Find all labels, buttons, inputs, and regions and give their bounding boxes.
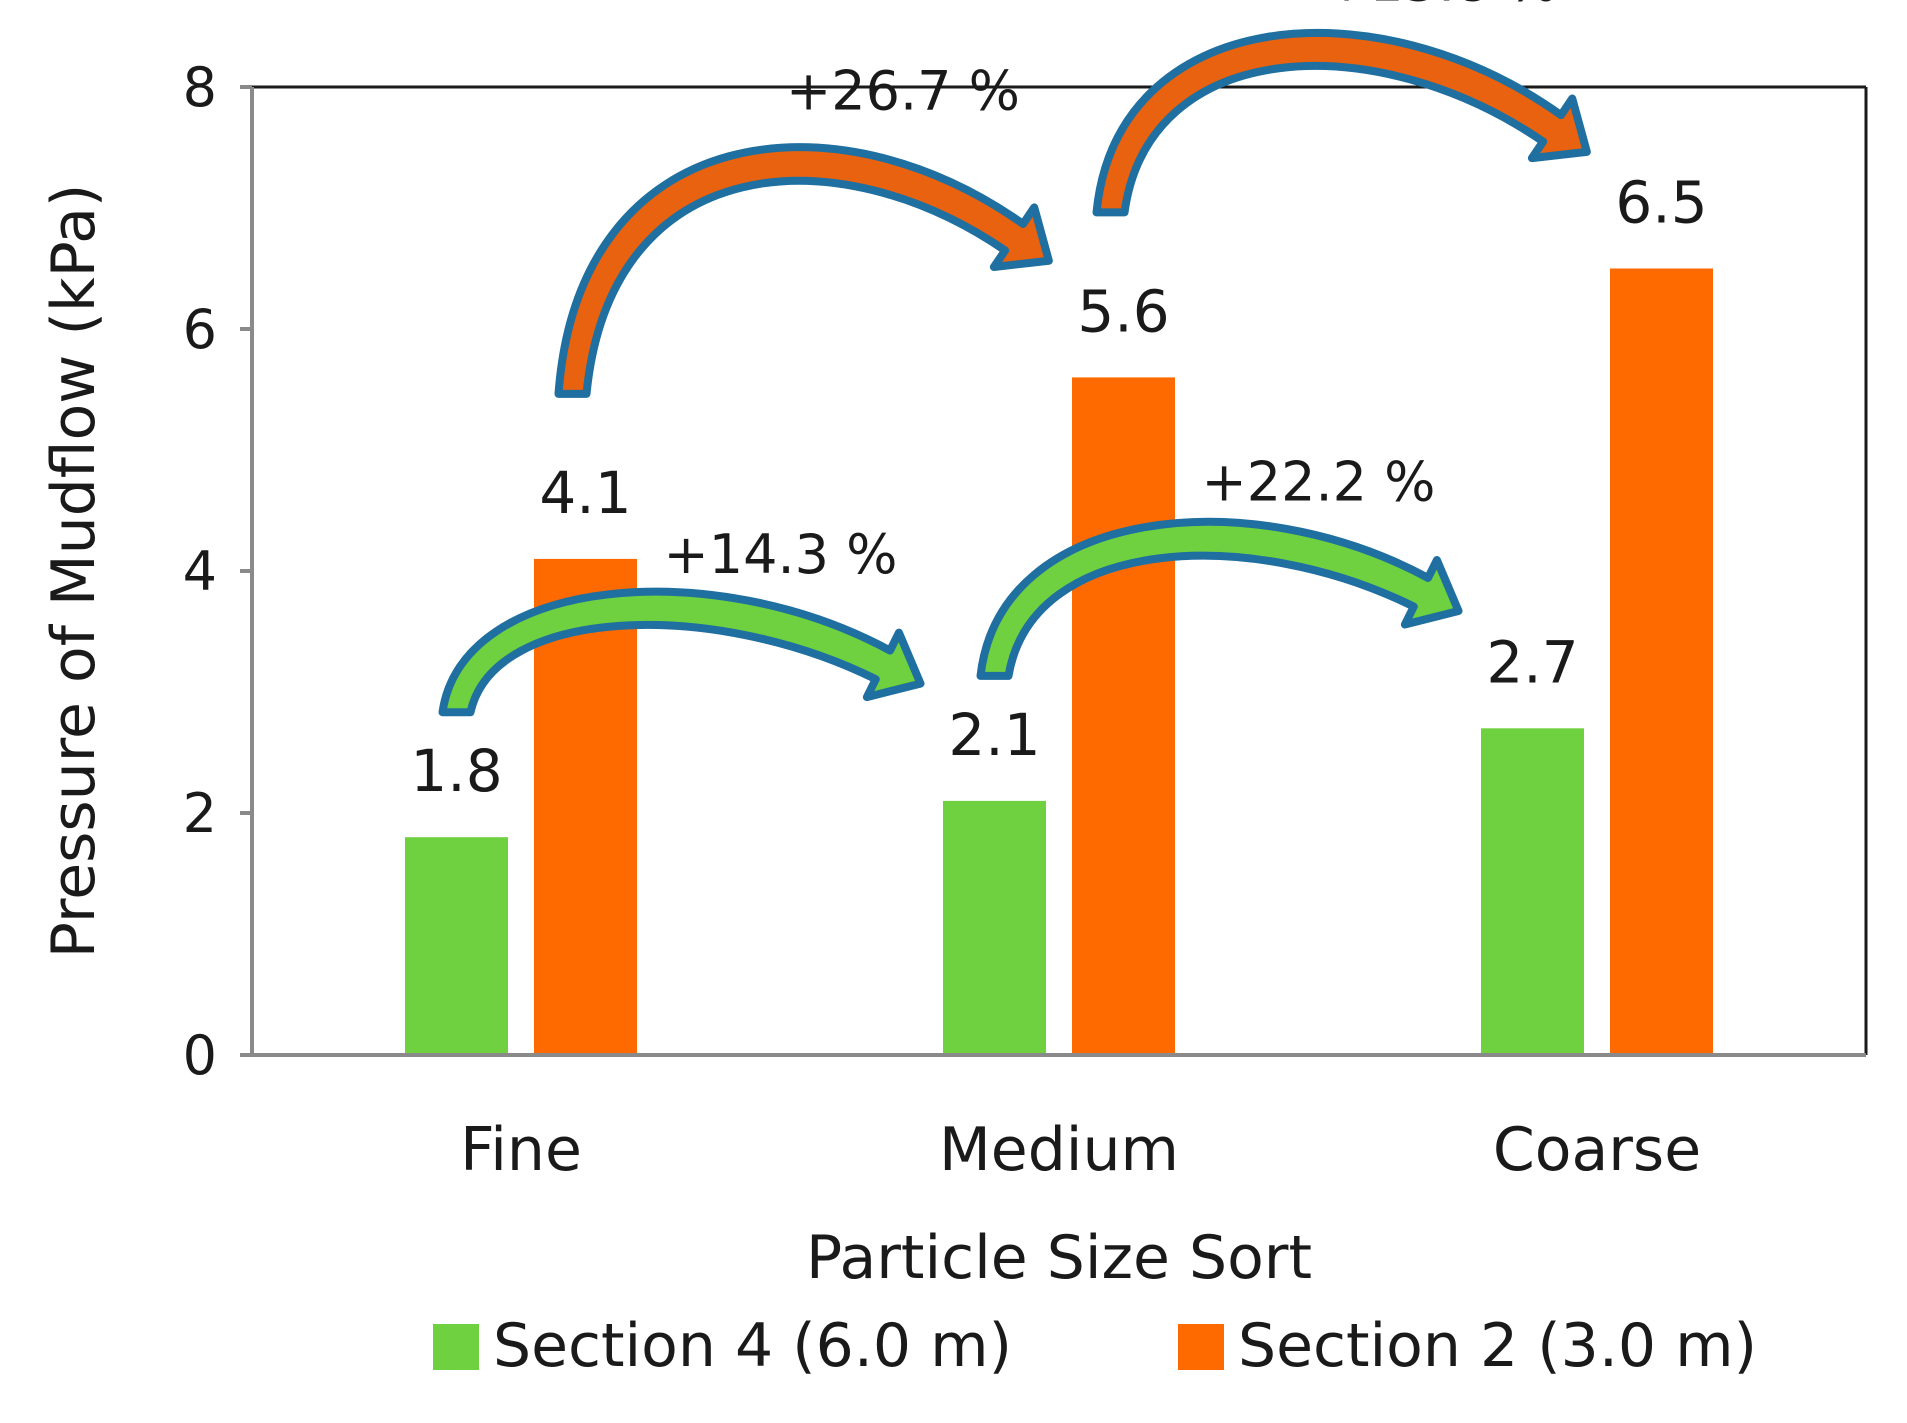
change-arrow (1092, 28, 1591, 217)
data-label: 1.8 (410, 737, 502, 805)
data-label: 2.1 (948, 701, 1040, 769)
plot-area (252, 85, 1868, 1055)
data-labels: 1.8 2.1 2.7 4.1 5.6 6.5 +14.3 % +22.2 % +26.7 % +… (410, 0, 1707, 805)
bar (405, 837, 508, 1055)
x-tick-label: Coarse (1493, 1115, 1701, 1185)
axes: 0 2 4 6 8 Fine Medium Coarse Particle Size Sort P… (39, 56, 1866, 1293)
change-label: +26.7 % (786, 59, 1020, 122)
y-tick-label: 2 (183, 782, 217, 845)
legend-swatch (1178, 1324, 1224, 1370)
data-label: 2.7 (1486, 628, 1578, 696)
bar (1481, 728, 1584, 1055)
change-arrow (976, 517, 1463, 680)
legend-swatch (433, 1324, 479, 1370)
y-tick-label: 0 (183, 1024, 217, 1087)
y-tick-label: 8 (183, 56, 217, 119)
x-axis-title: Particle Size Sort (806, 1223, 1312, 1293)
legend-label: Section 2 (3.0 m) (1238, 1311, 1757, 1381)
bar (943, 800, 1046, 1055)
change-label: +14.3 % (664, 523, 898, 586)
x-tick-label: Medium (939, 1115, 1179, 1185)
y-axis-title: Pressure of Mudflow (kPa) (39, 184, 109, 959)
bar (1610, 268, 1713, 1055)
change-arrow (554, 143, 1053, 398)
change-label: +13.8 % (1324, 0, 1558, 14)
data-label: 4.1 (539, 459, 631, 527)
bar (1072, 377, 1175, 1055)
y-tick-label: 4 (183, 540, 217, 603)
change-arrows (438, 28, 1591, 717)
legend-label: Section 4 (6.0 m) (493, 1311, 1012, 1381)
data-label: 5.6 (1077, 277, 1169, 345)
x-tick-label: Fine (460, 1115, 582, 1185)
change-arrow (438, 587, 925, 717)
legend: Section 4 (6.0 m) Section 2 (3.0 m) (433, 1311, 1757, 1381)
data-label: 6.5 (1615, 169, 1707, 237)
change-label: +22.2 % (1202, 450, 1436, 513)
y-tick-label: 6 (183, 298, 217, 361)
